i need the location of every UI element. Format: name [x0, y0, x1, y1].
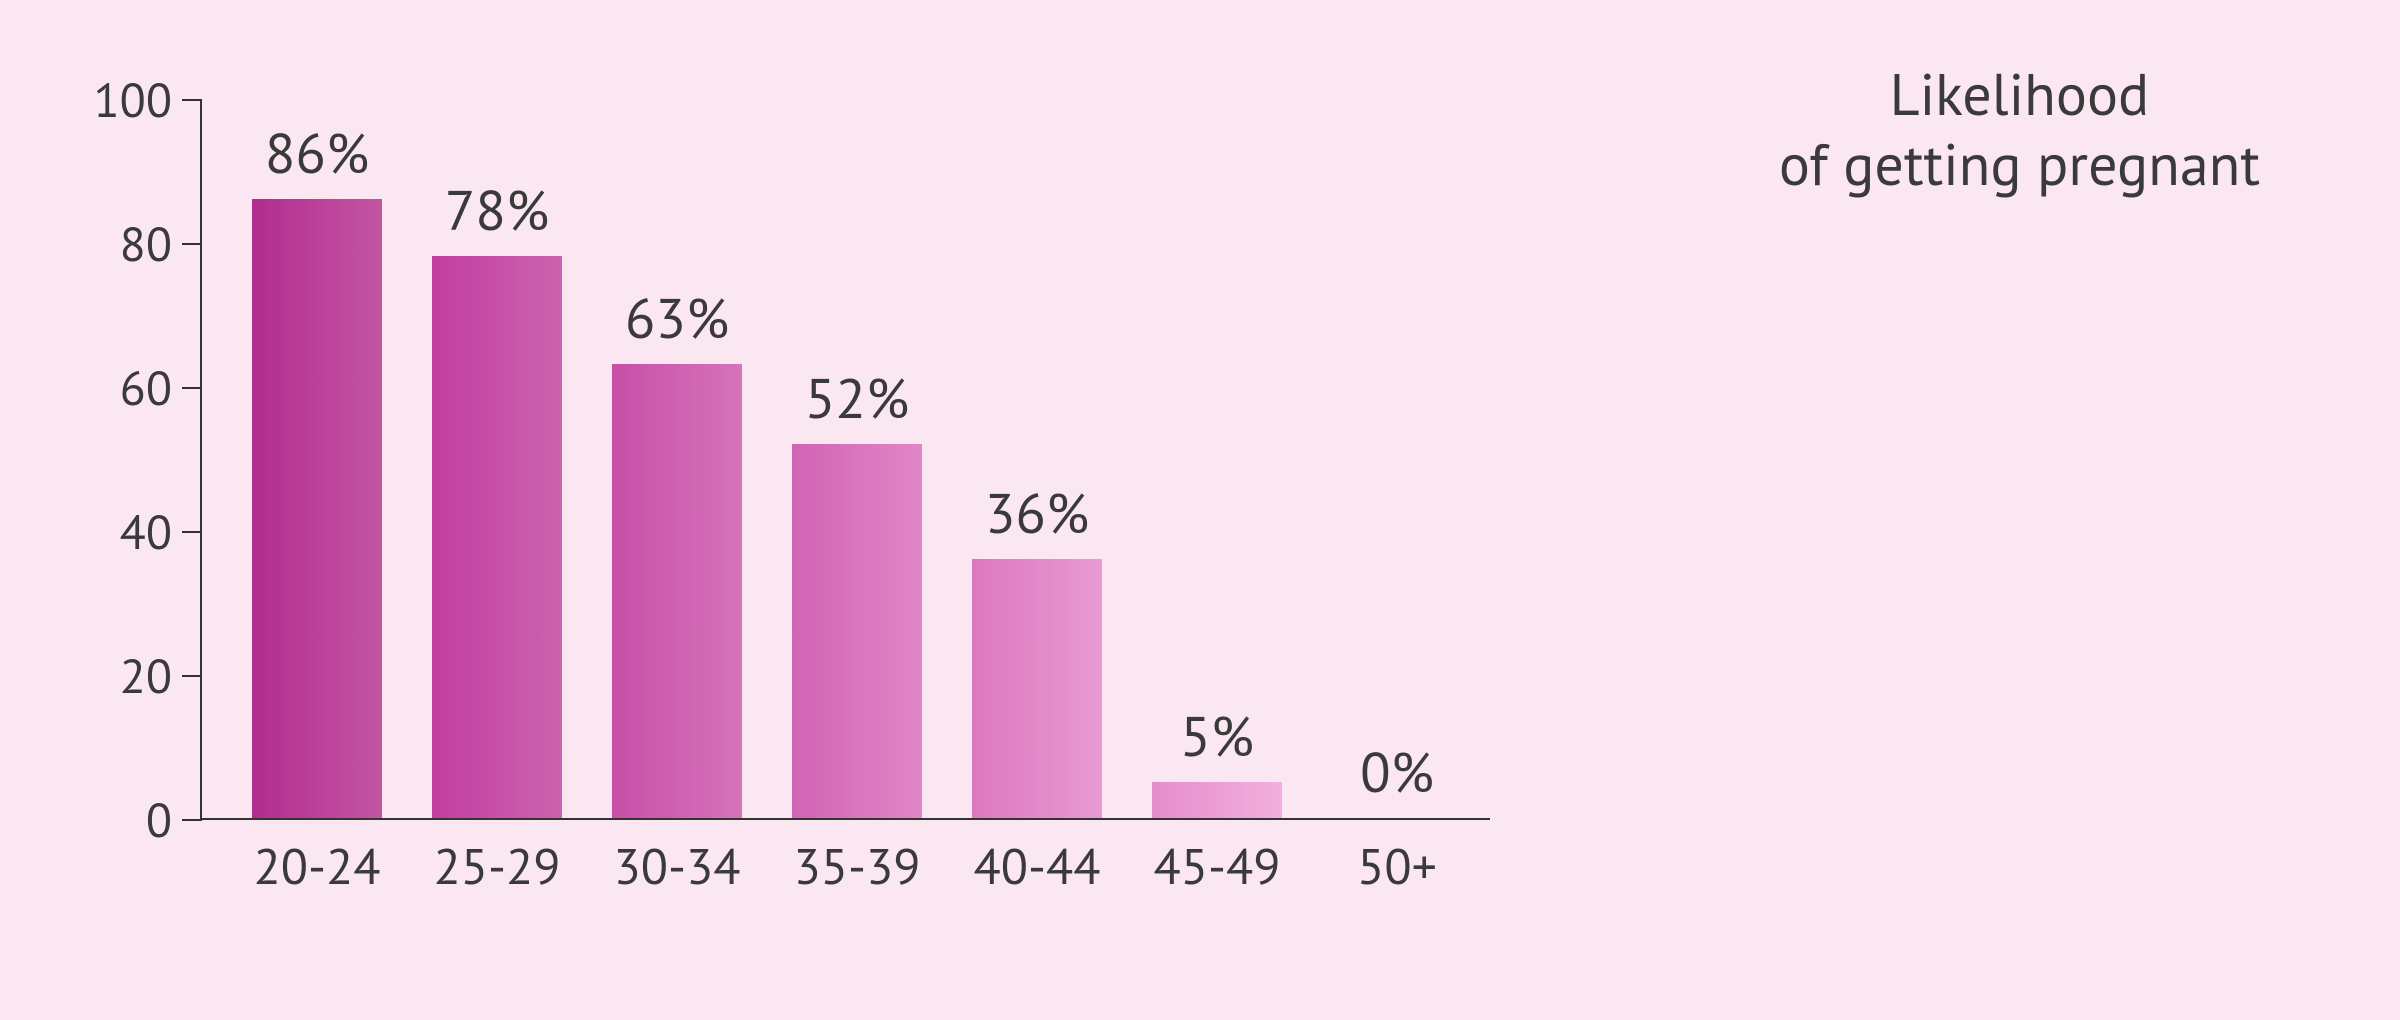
chart-title: Likelihood of getting pregnant — [1779, 60, 2260, 199]
y-axis-label: 40 — [120, 501, 172, 563]
x-axis-label: 35-39 — [794, 833, 921, 898]
x-axis-label: 45-49 — [1154, 833, 1281, 898]
x-axis-label: 25-29 — [434, 833, 561, 898]
chart-title-line-2: of getting pregnant — [1779, 130, 2260, 200]
chart-title-line-1: Likelihood — [1779, 60, 2260, 130]
y-axis-label: 20 — [120, 645, 172, 707]
y-tick — [182, 99, 202, 101]
bar-value-label: 63% — [625, 282, 729, 354]
bar-value-label: 5% — [1180, 700, 1254, 772]
bar-slot: 86%20-24 — [232, 100, 402, 818]
y-axis-label: 80 — [120, 213, 172, 275]
bar-slot: 36%40-44 — [952, 100, 1122, 818]
y-axis-label: 0 — [146, 789, 172, 851]
x-axis-label: 30-34 — [614, 833, 741, 898]
y-tick — [182, 675, 202, 677]
y-tick — [182, 387, 202, 389]
bar-slot: 78%25-29 — [412, 100, 582, 818]
bar-value-label: 78% — [445, 174, 549, 246]
bar: 86% — [252, 199, 382, 818]
x-axis-label: 20-24 — [254, 833, 381, 898]
bar: 5% — [1152, 782, 1282, 818]
y-axis-label: 60 — [120, 357, 172, 419]
bar: 78% — [432, 256, 562, 818]
y-tick — [182, 243, 202, 245]
bar-slot: 52%35-39 — [772, 100, 942, 818]
pregnancy-likelihood-chart: Likelihood of getting pregnant 86%20-247… — [0, 0, 2400, 1020]
y-tick — [182, 819, 202, 821]
x-axis-label: 50+ — [1357, 833, 1437, 898]
plot-area: 86%20-2478%25-2963%30-3452%35-3936%40-44… — [200, 100, 1490, 820]
y-axis-label: 100 — [94, 69, 172, 131]
bar: 63% — [612, 364, 742, 818]
bar-slot: 0%50+ — [1312, 100, 1482, 818]
bar-value-label: 0% — [1360, 736, 1434, 808]
y-tick — [182, 531, 202, 533]
x-axis-label: 40-44 — [974, 833, 1101, 898]
bar: 52% — [792, 444, 922, 818]
bar-slot: 5%45-49 — [1132, 100, 1302, 818]
bar-value-label: 52% — [805, 362, 909, 434]
bar: 36% — [972, 559, 1102, 818]
bar-value-label: 86% — [265, 117, 369, 189]
bar-value-label: 36% — [985, 477, 1089, 549]
bar-slot: 63%30-34 — [592, 100, 762, 818]
bars-container: 86%20-2478%25-2963%30-3452%35-3936%40-44… — [202, 100, 1490, 818]
